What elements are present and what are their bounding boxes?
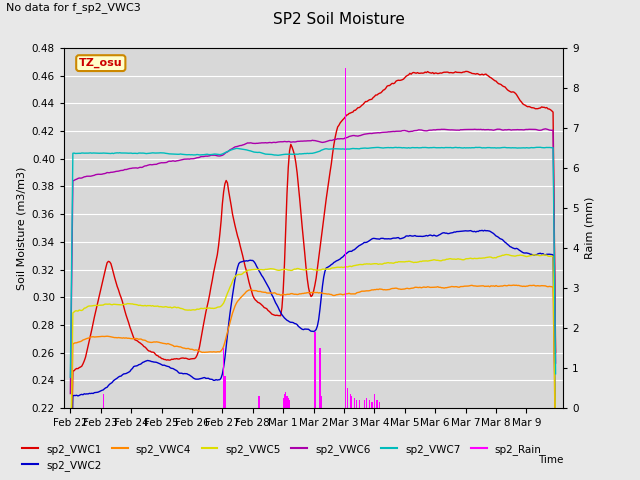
Bar [379, 402, 380, 408]
Bar [314, 332, 316, 408]
Bar [259, 396, 260, 408]
Text: TZ_osu: TZ_osu [79, 58, 123, 68]
Bar [358, 400, 360, 408]
Bar [347, 388, 348, 408]
Bar [351, 396, 352, 408]
Bar [319, 348, 321, 408]
Bar [321, 396, 322, 408]
Bar [366, 398, 367, 408]
Bar [364, 400, 365, 408]
Bar [102, 394, 104, 408]
Bar [376, 400, 378, 408]
Y-axis label: Soil Moisture (m3/m3): Soil Moisture (m3/m3) [16, 166, 26, 290]
Bar [286, 396, 287, 408]
Bar [371, 402, 372, 408]
Bar [369, 400, 370, 408]
Bar [345, 68, 346, 408]
Bar [284, 394, 285, 408]
Bar [223, 348, 224, 408]
Bar [224, 376, 225, 408]
Text: No data for f_sp2_VWC3: No data for f_sp2_VWC3 [6, 2, 141, 13]
Legend: sp2_VWC1, sp2_VWC2, sp2_VWC4, sp2_VWC5, sp2_VWC6, sp2_VWC7, sp2_Rain: sp2_VWC1, sp2_VWC2, sp2_VWC4, sp2_VWC5, … [18, 439, 546, 475]
Bar [374, 394, 375, 408]
Bar [349, 394, 351, 408]
Bar [289, 400, 290, 408]
Text: Time: Time [538, 455, 563, 465]
Bar [282, 398, 284, 408]
Text: SP2 Soil Moisture: SP2 Soil Moisture [273, 12, 405, 27]
Bar [285, 392, 286, 408]
Bar [287, 398, 289, 408]
Bar [353, 398, 355, 408]
Bar [356, 400, 357, 408]
Y-axis label: Raim (mm): Raim (mm) [584, 197, 595, 259]
